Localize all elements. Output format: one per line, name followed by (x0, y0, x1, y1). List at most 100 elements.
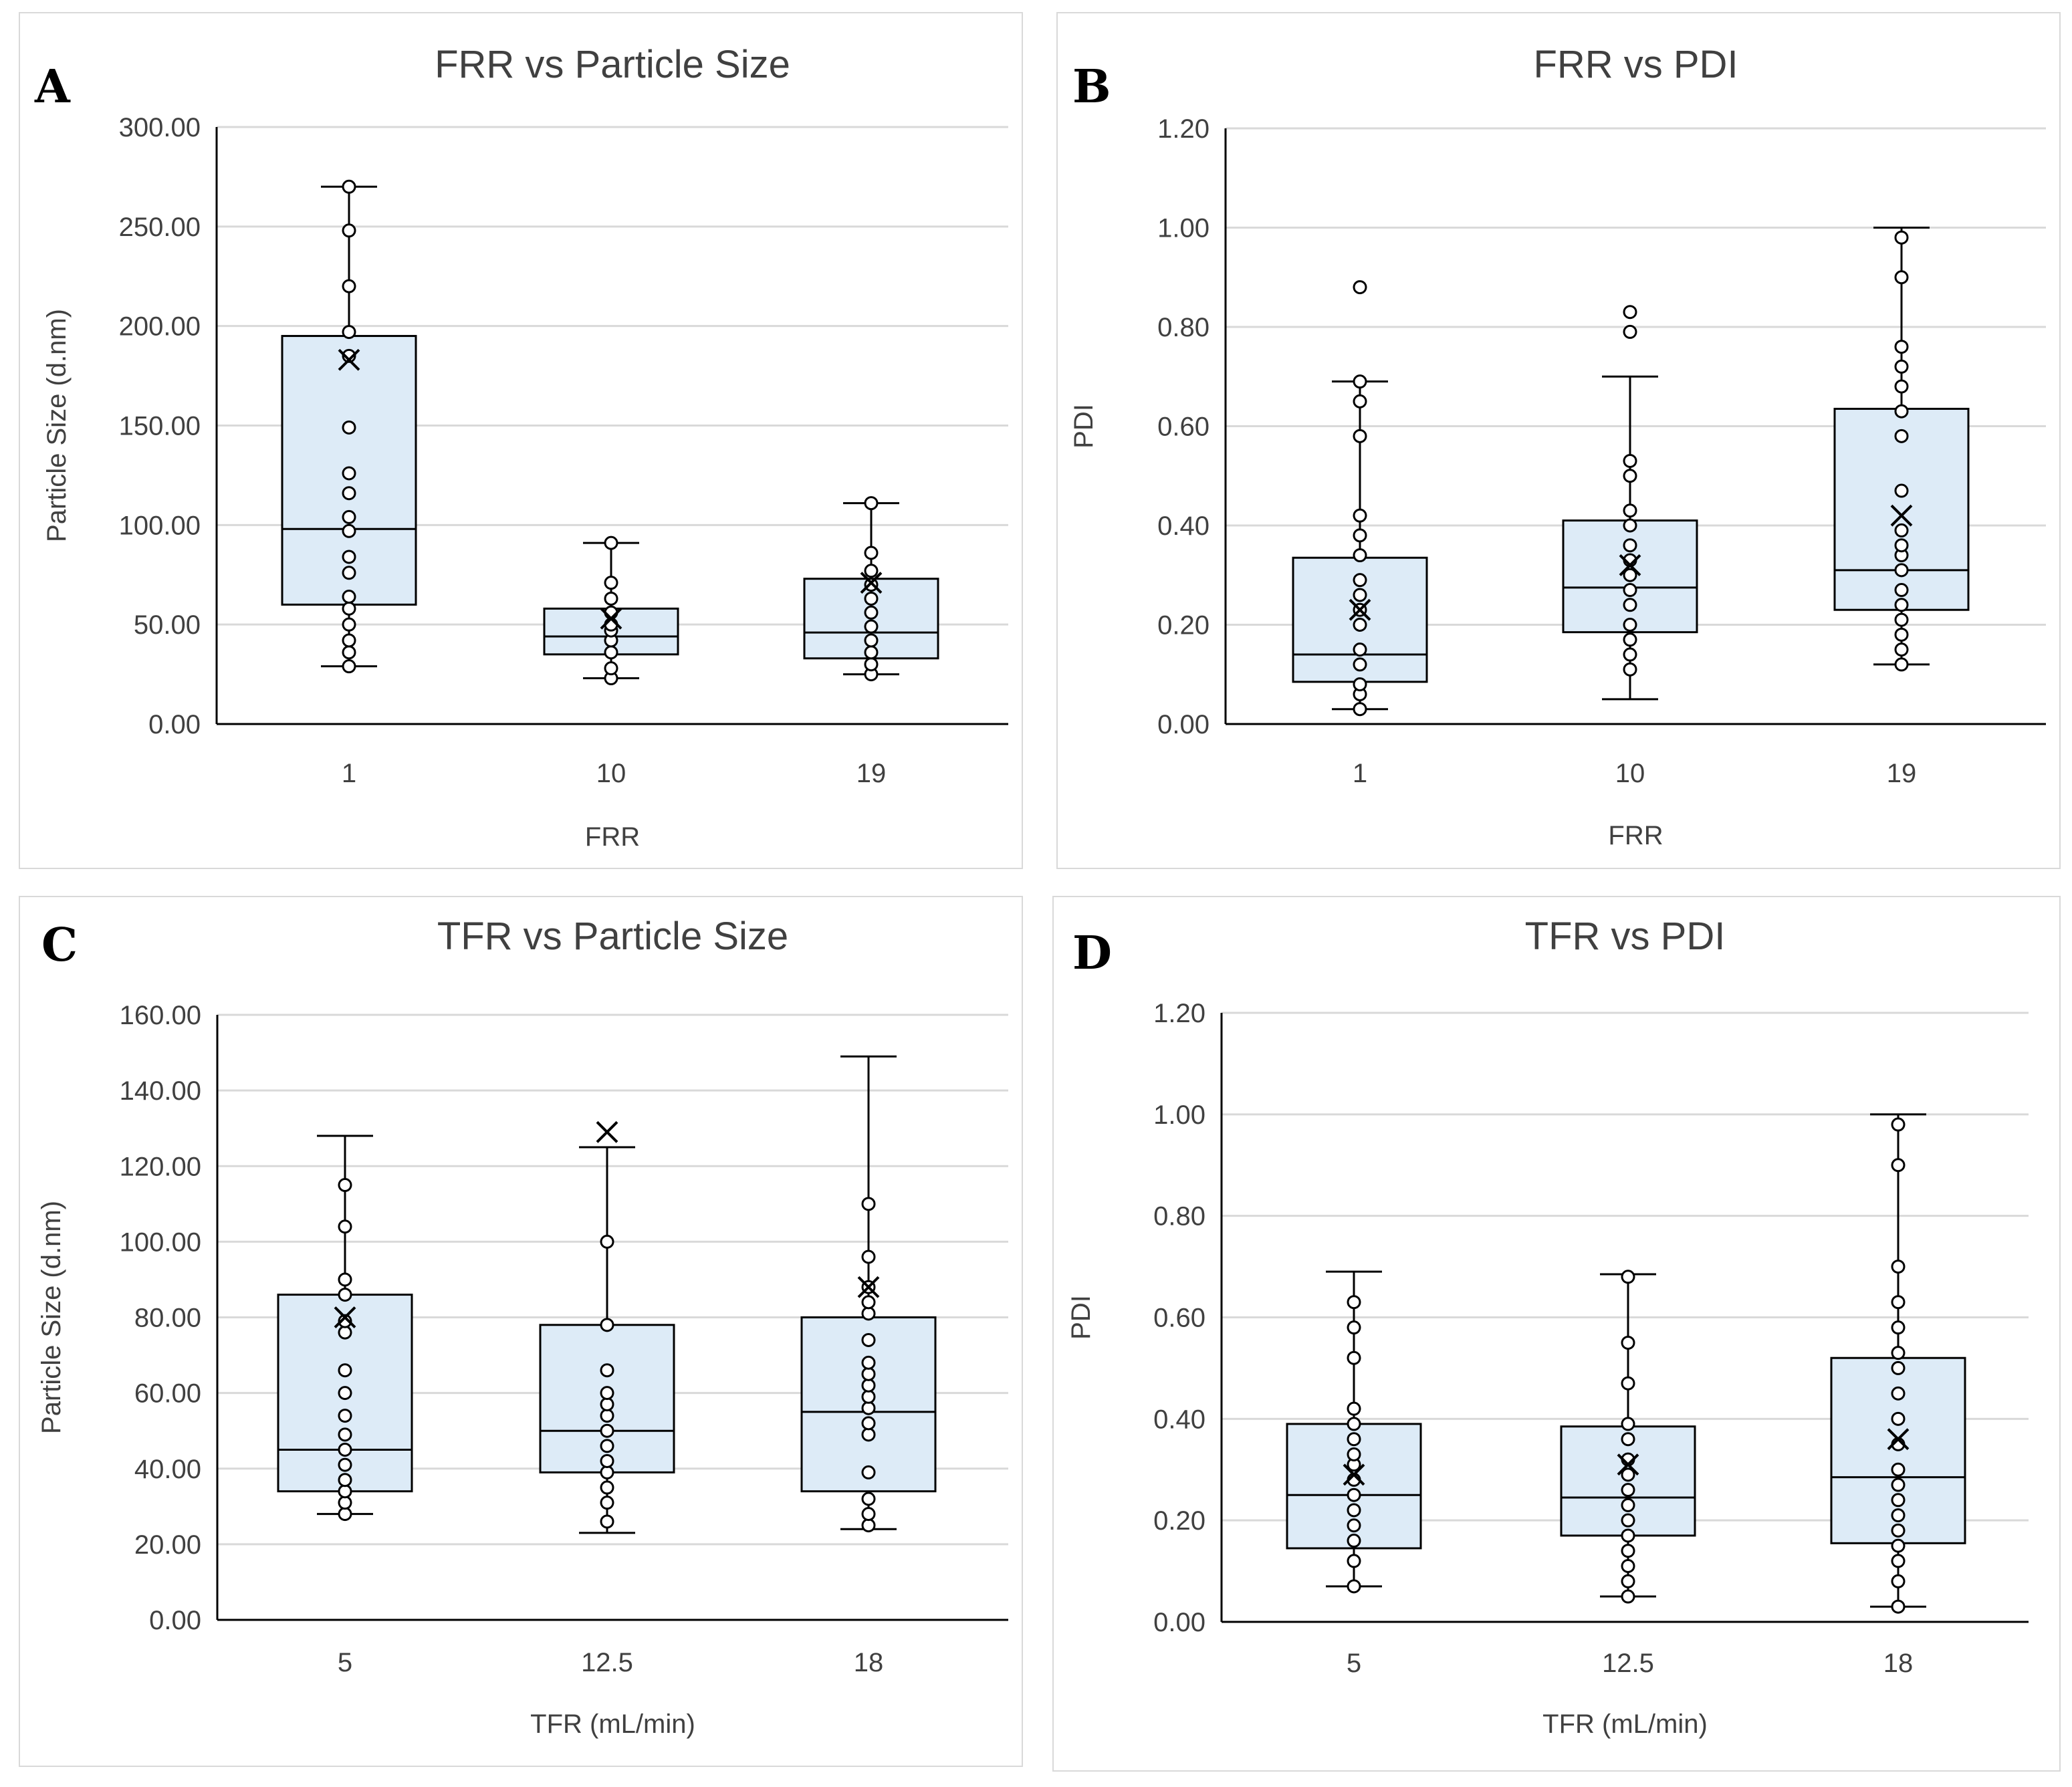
data-point (1347, 1295, 1361, 1310)
data-point (342, 589, 356, 604)
y-tick-label: 80.00 (134, 1304, 201, 1333)
data-point (1894, 657, 1909, 672)
data-point (861, 1492, 876, 1506)
data-point (1347, 1432, 1361, 1447)
data-point (864, 591, 879, 606)
data-point (604, 591, 618, 606)
data-point (338, 1496, 352, 1510)
data-point (861, 1416, 876, 1431)
data-point (1353, 642, 1367, 657)
data-point (1353, 588, 1367, 602)
data-point (1894, 627, 1909, 642)
box-plot-tfr-particle-size: TFR vs Particle Size 0.00 20.00 40.00 60.00 8… (37, 915, 1008, 1739)
mean-marker (1617, 1453, 1639, 1476)
data-point (1347, 1534, 1361, 1548)
data-point (338, 1442, 352, 1457)
data-point (1353, 394, 1367, 408)
mean-marker (1619, 554, 1641, 576)
mean-marker-stroke (857, 1276, 880, 1298)
mean-marker-stroke (1617, 1453, 1639, 1476)
x-tick-label: 18 (1883, 1649, 1914, 1678)
y-tick-label: 50.00 (134, 610, 201, 640)
data-point (1891, 1411, 1906, 1426)
data-point (1894, 404, 1909, 419)
y-tick-label: 100.00 (120, 1227, 201, 1257)
data-point (1891, 1360, 1906, 1375)
mean-marker-stroke (338, 348, 360, 371)
y-tick-label: 1.00 (1153, 1100, 1205, 1130)
data-point (338, 1325, 352, 1340)
mean-marker (857, 1276, 880, 1298)
data-point (342, 179, 356, 194)
data-point (1621, 1513, 1635, 1528)
x-tick-label: 10 (1615, 759, 1645, 788)
data-point (342, 348, 356, 363)
data-point (1353, 429, 1367, 443)
data-point (1621, 1589, 1635, 1604)
data-point (1353, 508, 1367, 523)
data-point (1347, 1503, 1361, 1518)
y-tick-label: 0.40 (1153, 1405, 1205, 1434)
panel-a: A FRR vs Particle Size 0.00 50.00 100.00 150… (19, 12, 1023, 869)
y-tick-label: 200.00 (119, 312, 201, 342)
data-point (1353, 702, 1367, 717)
x-tick-label: 1 (1353, 759, 1367, 788)
data-point (1894, 612, 1909, 627)
data-point (1623, 324, 1637, 339)
data-point (861, 1355, 876, 1370)
data-point (1621, 1376, 1635, 1391)
y-tick-label: 0.40 (1157, 511, 1210, 541)
data-point (1347, 1518, 1361, 1533)
data-point (1347, 1487, 1361, 1502)
data-point (861, 1378, 876, 1393)
data-point (600, 1514, 614, 1529)
box-plot-frr-pdi: FRR vs PDI 0.00 0.20 0.40 0.60 0.80 1.00 1.20 PD… (1069, 43, 2046, 850)
chart-title: TFR vs PDI (1525, 915, 1726, 958)
box-plot-tfr-pdi: TFR vs PDI 0.00 0.20 0.40 0.60 0.80 1.00 1.20 PD… (1066, 915, 2029, 1739)
mean-marker (1343, 1463, 1365, 1486)
data-point (861, 1295, 876, 1310)
data-point (338, 1409, 352, 1423)
x-tick-label: 5 (1347, 1649, 1361, 1678)
y-tick-label: 0.60 (1157, 412, 1210, 442)
y-tick-label: 0.60 (1153, 1304, 1205, 1333)
data-point (338, 1457, 352, 1472)
data-point (338, 1386, 352, 1401)
data-point (604, 645, 618, 660)
data-point (342, 633, 356, 648)
data-point (338, 1288, 352, 1302)
data-point (1621, 1528, 1635, 1543)
data-point (1623, 598, 1637, 612)
data-point (1347, 1447, 1361, 1461)
data-point (1623, 503, 1637, 518)
data-point (861, 1518, 876, 1533)
data-point (604, 535, 618, 550)
data-point (600, 1318, 614, 1332)
data-point (1894, 270, 1909, 285)
data-point (1621, 1417, 1635, 1431)
data-point (1623, 583, 1637, 598)
data-point (1891, 1260, 1906, 1274)
data-point (1894, 563, 1909, 578)
data-point (1894, 379, 1909, 394)
data-point (861, 1249, 876, 1264)
data-point (861, 1389, 876, 1404)
mean-marker (1887, 1428, 1910, 1451)
data-point (864, 619, 879, 634)
data-point (600, 1234, 614, 1249)
x-tick-label: 1 (342, 759, 356, 788)
data-point (342, 279, 356, 293)
data-point (1894, 523, 1909, 538)
data-point (1621, 1270, 1635, 1284)
data-point (342, 550, 356, 564)
data-point (1894, 483, 1909, 498)
mean-marker (860, 572, 883, 594)
x-tick-label: 5 (338, 1648, 352, 1677)
x-axis-label: FRR (585, 822, 640, 852)
data-point (1891, 1554, 1906, 1568)
data-point (1894, 583, 1909, 598)
y-tick-label: 0.20 (1157, 611, 1210, 640)
data-point (338, 1219, 352, 1234)
data-point (1353, 657, 1367, 672)
y-tick-label: 150.00 (119, 412, 201, 441)
